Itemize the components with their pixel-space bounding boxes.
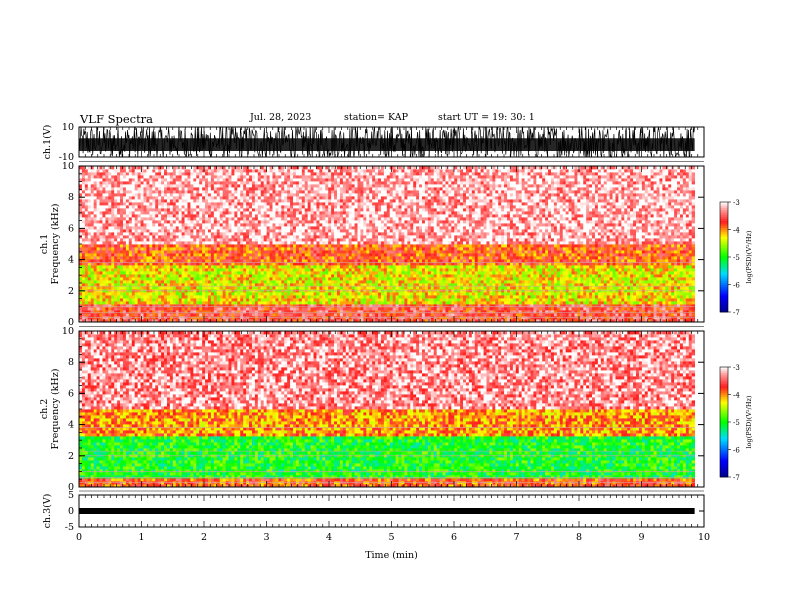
ytick-label: 5 bbox=[68, 490, 74, 501]
colorbar-tick-label: -3 bbox=[733, 199, 740, 207]
xtick-label: 1 bbox=[138, 532, 144, 543]
colorbar-label: log(PSD)(V²/Hz) bbox=[745, 395, 753, 448]
xtick-label: 9 bbox=[638, 532, 644, 543]
colorbar-tick-label: -6 bbox=[733, 447, 740, 455]
ch2-channel-label: ch.2 bbox=[39, 399, 50, 420]
colorbar-tick-label: -7 bbox=[733, 309, 740, 317]
colorbar-tick-label: -3 bbox=[733, 364, 740, 372]
xtick-label: 10 bbox=[698, 532, 710, 543]
ch1-yaxis-label: ch.1(V) bbox=[42, 125, 53, 160]
xaxis-label: Time (min) bbox=[365, 550, 418, 561]
ytick-label: 4 bbox=[68, 255, 74, 266]
ch3-yaxis-label: ch.3(V) bbox=[42, 494, 53, 529]
xtick-label: 3 bbox=[263, 532, 269, 543]
colorbar-tick-label: -5 bbox=[733, 419, 740, 427]
ch1-channel-label: ch.1 bbox=[39, 234, 50, 255]
ytick-label: 2 bbox=[68, 286, 74, 297]
ytick-label: 10 bbox=[62, 122, 74, 133]
ytick-label: 8 bbox=[68, 357, 74, 368]
ytick-label: 4 bbox=[68, 420, 74, 431]
vlf-spectra-figure: 10-10ch.1(V)0246810ch.1 Frequency (kHz)-3… bbox=[0, 0, 792, 612]
colorbar-tick-label: -6 bbox=[733, 282, 740, 290]
xtick-label: 0 bbox=[76, 532, 82, 543]
ch1-colorbar: -3 -4 -5 -6 -7 log(PSD)(V²/Hz) bbox=[720, 199, 753, 317]
ytick-label: 6 bbox=[68, 388, 74, 399]
waveform-trace bbox=[79, 508, 695, 514]
xtick-label: 7 bbox=[513, 532, 519, 543]
ytick-label: 10 bbox=[62, 326, 74, 337]
ytick-label: 6 bbox=[68, 223, 74, 234]
ytick-label: -5 bbox=[65, 522, 74, 533]
ch2-yaxis-label: Frequency (kHz) bbox=[50, 369, 61, 450]
ytick-label: 0 bbox=[68, 506, 74, 517]
ytick-label: 10 bbox=[62, 161, 74, 172]
xtick-label: 8 bbox=[576, 532, 582, 543]
ytick-label: 8 bbox=[68, 192, 74, 203]
ytick-label: 2 bbox=[68, 451, 74, 462]
colorbar-tick-label: -4 bbox=[733, 227, 740, 235]
colorbar-tick-label: -7 bbox=[733, 474, 740, 482]
xtick-label: 5 bbox=[388, 532, 394, 543]
xtick-label: 4 bbox=[326, 532, 332, 543]
colorbar-label: log(PSD)(V²/Hz) bbox=[745, 230, 753, 283]
ch2-colorbar: -3 -4 -5 -6 -7 log(PSD)(V²/Hz) bbox=[720, 364, 753, 482]
xtick-label: 6 bbox=[451, 532, 457, 543]
colorbar-tick-label: -5 bbox=[733, 254, 740, 262]
xtick-label: 2 bbox=[201, 532, 207, 543]
colorbar-tick-label: -4 bbox=[733, 392, 740, 400]
ch1-yaxis-label: Frequency (kHz) bbox=[50, 204, 61, 285]
